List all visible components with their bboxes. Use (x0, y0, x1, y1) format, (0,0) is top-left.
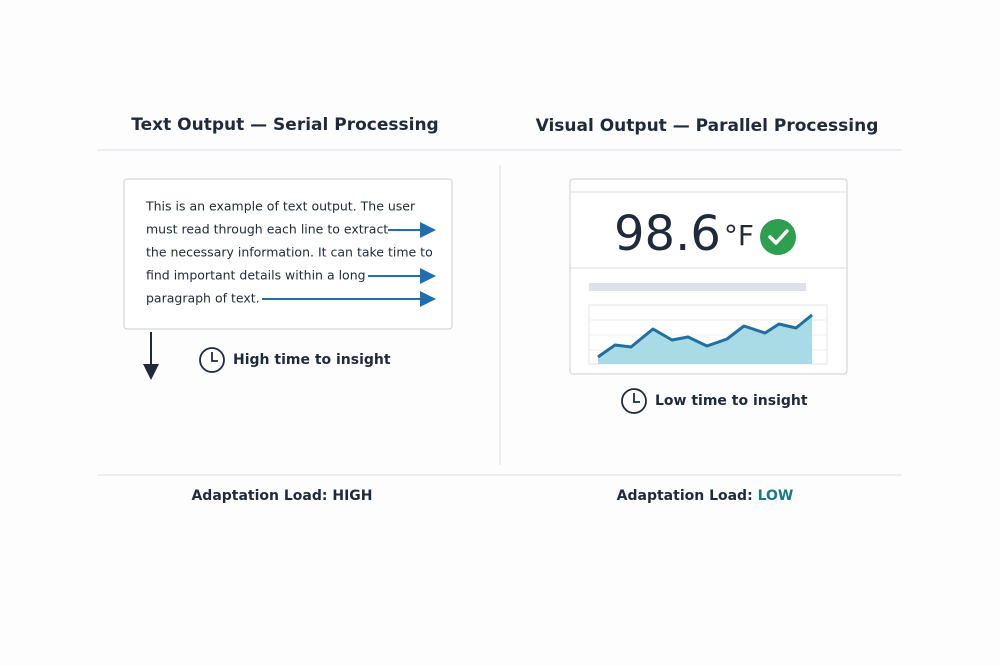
mini-chart (588, 304, 828, 365)
text-line: This is an example of text output. The u… (145, 199, 416, 214)
left-load: Adaptation Load: HIGH (191, 488, 372, 504)
reading-arrows (262, 222, 436, 307)
load-label: Adaptation Load: (617, 488, 753, 504)
load-value: HIGH (332, 488, 372, 504)
load-label: Adaptation Load: (191, 488, 327, 504)
load-value: LOW (758, 488, 794, 504)
clock-icon (621, 388, 647, 414)
right-caption: Low time to insight (655, 393, 808, 409)
reading-unit: °F (724, 219, 754, 252)
text-box (123, 178, 453, 330)
right-load: Adaptation Load: LOW (617, 488, 794, 504)
right-title: Visual Output — Parallel Processing (536, 116, 879, 136)
placeholder-bar (589, 283, 806, 291)
text-line: the necessary information. It can take t… (146, 245, 433, 260)
reading: 98.6 °F (614, 206, 754, 262)
reading-value: 98.6 (614, 206, 721, 262)
clock-icon (199, 347, 225, 373)
check-icon (760, 219, 796, 255)
left-title: Text Output — Serial Processing (131, 115, 438, 135)
text-line: paragraph of text. (146, 291, 260, 306)
text-line: find important details within a long (146, 268, 366, 283)
left-caption: High time to insight (233, 352, 391, 368)
text-line: must read through each line to extract (146, 222, 388, 237)
